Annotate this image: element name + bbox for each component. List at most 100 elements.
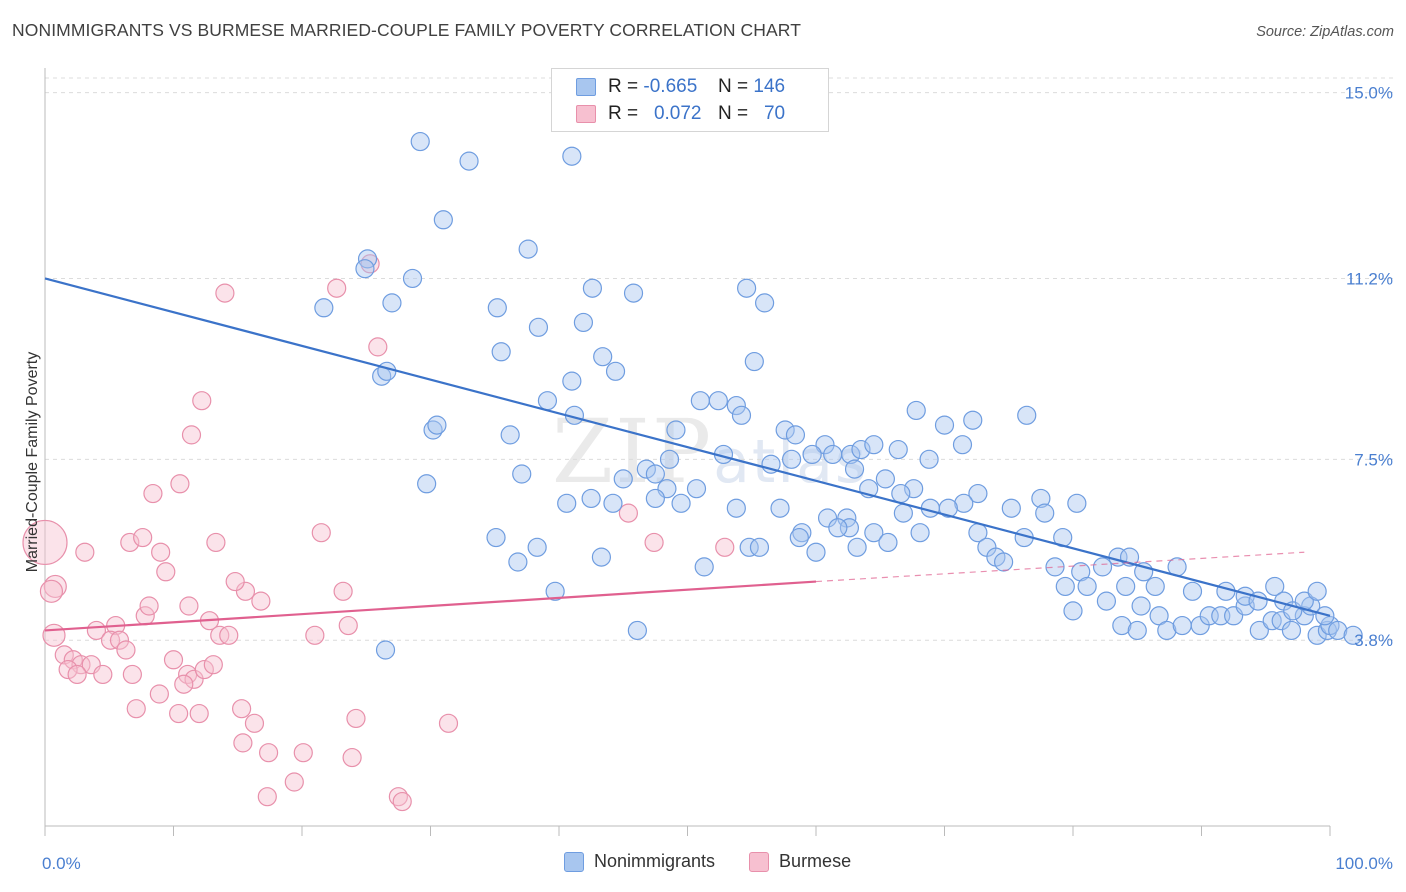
nonimmigrants-point xyxy=(1035,503,1055,523)
nonimmigrants-point xyxy=(919,449,939,469)
nonimmigrants-point xyxy=(528,317,549,337)
burmese-point xyxy=(257,787,277,807)
nonimmigrants-point xyxy=(537,391,558,411)
burmese-point xyxy=(203,655,223,675)
nonimmigrants-point xyxy=(1092,557,1113,577)
legend-item-burmese[interactable]: Burmese xyxy=(749,851,851,872)
nonimmigrants-point xyxy=(1017,405,1037,425)
y-tick-label: 7.5% xyxy=(1354,450,1393,469)
legend-row-burmese: R = 0.072 N = 70 xyxy=(576,101,785,127)
nonimmigrants-point xyxy=(694,557,714,577)
y-axis-label: Married-Couple Family Poverty xyxy=(24,352,41,573)
nonimmigrants-point xyxy=(1216,581,1236,601)
burmese-point xyxy=(22,519,68,566)
nonimmigrants-point xyxy=(802,444,822,465)
nonimmigrants-point xyxy=(410,131,430,152)
nonimmigrants-point xyxy=(938,498,958,518)
nonimmigrants-point xyxy=(593,347,613,367)
x-tick-label: 0.0% xyxy=(42,854,81,873)
burmese-point xyxy=(338,615,358,636)
nonimmigrants-point xyxy=(770,498,790,518)
burmese-point xyxy=(311,523,331,543)
nonimmigrants-point xyxy=(1067,493,1087,513)
nonimmigrants-point xyxy=(1265,576,1285,597)
burmese-point xyxy=(368,337,388,357)
nonimmigrants-point xyxy=(815,435,835,455)
y-tick-label: 15.0% xyxy=(1345,84,1393,103)
legend-row-nonimmigrants: R = -0.665 N = 146 xyxy=(576,74,785,100)
burmese-trend-line xyxy=(44,580,817,632)
nonimmigrants-point xyxy=(613,469,633,489)
burmese-trend-extension xyxy=(815,551,1305,583)
legend-n-value: 70 xyxy=(763,103,786,124)
nonimmigrants-point xyxy=(1077,576,1097,597)
burmese-point xyxy=(194,659,214,680)
nonimmigrants-point xyxy=(891,483,911,504)
axes xyxy=(44,68,1331,836)
nonimmigrants-point xyxy=(690,391,710,411)
legend-label-burmese: Burmese xyxy=(779,851,852,871)
nonimmigrants-point xyxy=(785,425,806,445)
burmese-point xyxy=(392,791,412,812)
nonimmigrants-point xyxy=(500,425,520,445)
watermark-main: ZIP xyxy=(552,400,714,503)
nonimmigrants-point xyxy=(671,493,691,513)
nonimmigrants-point xyxy=(828,518,848,538)
chart-title: NONIMMIGRANTS VS BURMESE MARRIED-COUPLE … xyxy=(12,20,801,40)
nonimmigrants-point xyxy=(1307,581,1327,601)
nonimmigrants-point xyxy=(906,400,926,421)
nonimmigrants-point xyxy=(1343,625,1363,645)
nonimmigrants-point xyxy=(864,435,884,455)
nonimmigrants-point xyxy=(904,479,924,499)
nonimmigrants-point xyxy=(603,493,623,513)
burmese-point xyxy=(192,391,212,411)
nonimmigrants-point xyxy=(749,537,770,557)
burmese-point xyxy=(305,625,325,645)
nonimmigrants-point xyxy=(1328,620,1348,641)
burmese-point xyxy=(327,278,347,298)
legend-item-nonimmigrants[interactable]: Nonimmigrants xyxy=(564,851,715,872)
nonimmigrants-point xyxy=(686,479,707,499)
nonimmigrants-point xyxy=(1235,596,1255,616)
legend-r-value: -0.665 xyxy=(643,76,698,97)
nonimmigrants-point xyxy=(1315,606,1335,626)
burmese-point xyxy=(342,747,362,768)
nonimmigrants-trend-line xyxy=(44,277,1331,617)
burmese-point xyxy=(109,630,130,650)
burmese-point xyxy=(189,703,209,724)
burmese-point xyxy=(644,532,664,553)
nonimmigrants-point xyxy=(847,537,867,557)
nonimmigrants-point xyxy=(382,293,402,313)
burmese-point xyxy=(233,733,253,753)
nonimmigrants-point xyxy=(512,464,532,484)
nonimmigrants-point xyxy=(851,439,871,460)
nonimmigrants-point xyxy=(781,449,802,469)
burmese-point xyxy=(163,650,184,670)
nonimmigrants-point xyxy=(954,493,974,513)
nonimmigrants-point xyxy=(744,351,764,372)
nonimmigrants-point xyxy=(841,444,861,465)
nonimmigrants-point xyxy=(487,298,507,318)
burmese-point xyxy=(169,703,189,724)
series-legend: Nonimmigrants Burmese xyxy=(564,851,885,872)
burmese-point xyxy=(149,684,169,704)
nonimmigrants-point xyxy=(645,464,665,484)
burmese-point xyxy=(181,425,202,445)
burmese-point xyxy=(219,625,239,645)
nonimmigrants-point xyxy=(817,508,838,528)
nonimmigrants-point xyxy=(573,312,594,333)
burmese-point xyxy=(284,772,304,792)
burmese-point xyxy=(42,623,66,647)
nonimmigrants-point xyxy=(666,420,686,440)
burmese-point xyxy=(333,581,353,601)
nonimmigrants-point xyxy=(775,420,795,440)
nonimmigrants-point xyxy=(355,259,375,279)
nonimmigrants-point xyxy=(875,469,895,489)
burmese-point xyxy=(346,708,366,729)
trend-lines xyxy=(44,277,1331,632)
nonimmigrants-point xyxy=(527,537,547,557)
y-tick-label: 11.2% xyxy=(1346,269,1393,288)
nonimmigrants-point xyxy=(963,410,983,430)
legend-r-label: R = xyxy=(608,103,639,124)
